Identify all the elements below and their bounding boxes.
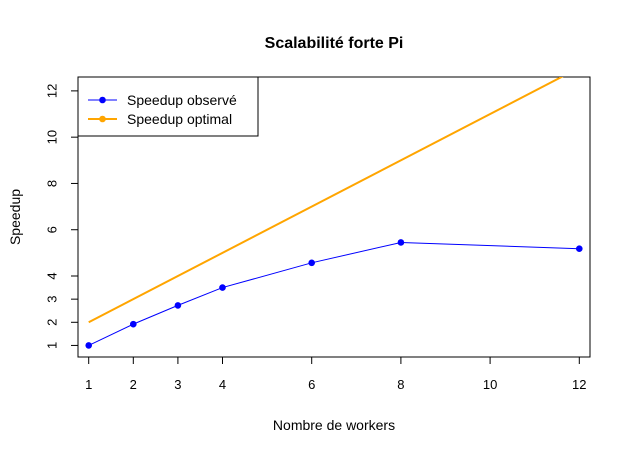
legend-swatch-marker bbox=[99, 115, 106, 123]
legend-entry-label: Speedup optimal bbox=[127, 111, 232, 127]
y-tick-label: 6 bbox=[45, 226, 60, 233]
legend: Speedup observé Speedup optimal bbox=[77, 76, 259, 137]
y-axis-label: Speedup bbox=[7, 189, 23, 245]
y-tick-label: 10 bbox=[45, 130, 60, 144]
legend-box bbox=[77, 76, 259, 137]
legend-entry-label: Speedup observé bbox=[127, 92, 237, 108]
data-point bbox=[85, 342, 93, 349]
x-tick-label: 1 bbox=[85, 377, 92, 392]
x-tick-label: 12 bbox=[572, 377, 586, 392]
x-tick-label: 2 bbox=[130, 377, 137, 392]
chart-title: Scalabilité forte Pi bbox=[265, 35, 404, 52]
y-tick-label: 2 bbox=[45, 319, 60, 326]
x-tick-label: 4 bbox=[219, 377, 226, 392]
data-point bbox=[308, 259, 316, 267]
x-tick-label: 8 bbox=[397, 377, 404, 392]
y-tick-label: 8 bbox=[45, 180, 60, 187]
y-tick-label: 4 bbox=[45, 272, 60, 279]
series-line-1 bbox=[88, 77, 564, 324]
x-tick-label: 10 bbox=[483, 377, 497, 392]
series-line-0 bbox=[88, 241, 580, 346]
data-point bbox=[174, 302, 182, 309]
y-tick-label: 1 bbox=[45, 342, 60, 349]
series-layer bbox=[85, 77, 583, 349]
data-point bbox=[130, 320, 137, 328]
x-tick-label: 6 bbox=[308, 377, 315, 392]
x-axis-label: Nombre de workers bbox=[273, 417, 395, 433]
data-point bbox=[397, 239, 405, 246]
data-point bbox=[219, 284, 226, 291]
data-point bbox=[575, 245, 583, 253]
x-tick-label: 3 bbox=[174, 377, 181, 392]
y-tick-label: 12 bbox=[45, 84, 60, 98]
y-tick-label: 3 bbox=[45, 296, 60, 303]
legend-swatch-marker bbox=[99, 96, 106, 104]
x-axis: 1 2 3 4 6 8 10 12 bbox=[85, 356, 587, 392]
